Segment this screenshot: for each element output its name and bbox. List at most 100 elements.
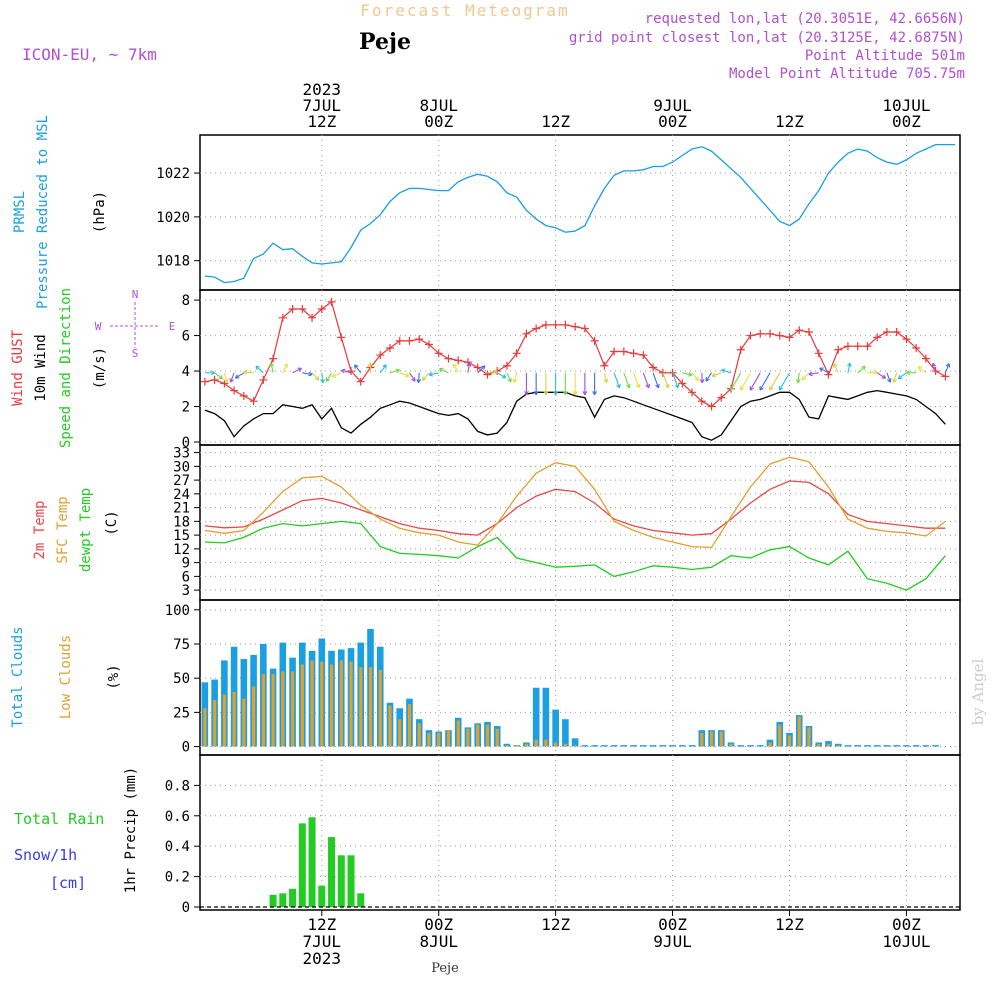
wind-gust-point <box>308 313 317 322</box>
wind-ytick-label: 0 <box>182 435 190 451</box>
rain-bar <box>347 855 355 907</box>
temp-ytick-label: 33 <box>173 446 190 462</box>
temp-ytick-label: 27 <box>173 473 190 489</box>
total-clouds-bar <box>552 709 559 747</box>
total-clouds-bar <box>883 745 891 747</box>
wind-gust-point <box>863 342 872 351</box>
low-clouds-bar <box>388 705 392 747</box>
wind-gust-point <box>921 354 930 363</box>
pressure-ytick-label: 1018 <box>156 254 190 270</box>
top-time-label: 7JUL <box>303 96 342 115</box>
wind-gust-point <box>220 379 229 388</box>
rain-bar <box>308 817 316 907</box>
wind-direction-arrowhead <box>892 378 897 383</box>
wind-gust-point <box>824 370 833 379</box>
wind-direction-arrow <box>341 369 352 374</box>
wind-direction-arrowhead <box>711 372 716 378</box>
top-time-label: 12Z <box>307 112 336 131</box>
wind-direction-arrowhead <box>688 372 693 377</box>
top-time-label: 9JUL <box>653 96 692 115</box>
wind-gust-point <box>873 333 882 342</box>
wind-direction-arrow <box>379 364 387 374</box>
temp-ytick-label: 12 <box>173 542 190 558</box>
wind-direction-arrow <box>857 365 866 374</box>
wind-direction-arrowhead <box>493 369 498 375</box>
wind-direction-arrow <box>893 372 898 383</box>
wind-direction-arrow <box>282 363 288 374</box>
low-clouds-bar <box>281 671 285 747</box>
wind-ytick-label: 4 <box>182 364 190 380</box>
total-clouds-bar <box>864 745 871 747</box>
watermark: by Angel <box>969 658 987 725</box>
low-clouds-bar <box>368 667 373 747</box>
pressure-ytick-label: 1022 <box>156 166 190 182</box>
wind-direction-arrowhead <box>801 376 807 381</box>
low-clouds-label: Low Clouds <box>58 635 74 719</box>
wind-direction-arrowhead <box>655 383 660 389</box>
wind-direction-arrow <box>439 368 449 374</box>
wind-gust-point <box>619 347 628 356</box>
wind-gust-point <box>756 329 765 338</box>
wind-gust-point <box>230 386 239 395</box>
wind-direction-arrowhead <box>917 366 923 371</box>
temp-sfc-label: SFC Temp <box>55 496 71 563</box>
top-time-label: 12Z <box>775 112 804 131</box>
grid-point-coords: grid point closest lon,lat (20.3125E, 42… <box>569 30 965 46</box>
low-clouds-bar <box>213 700 217 747</box>
wind-gust-point <box>434 349 443 358</box>
compass-s: S <box>132 347 139 360</box>
snow-label: Snow/1h <box>14 846 77 864</box>
total-clouds-bar <box>571 738 579 747</box>
wind-direction-arrow <box>801 372 810 381</box>
low-clouds-bar <box>300 664 304 747</box>
wind-direction-arrow <box>243 371 254 374</box>
wind-direction-arrowhead <box>562 391 568 396</box>
wind-gust-point <box>590 336 599 345</box>
wind-gust-point <box>444 354 453 363</box>
total-clouds-bar <box>659 745 667 747</box>
rain-bar <box>279 893 287 907</box>
bottom-time-label: 10JUL <box>882 932 930 951</box>
wind-gust-point <box>649 363 658 372</box>
marks-layer <box>200 143 960 908</box>
rain-bar <box>269 894 277 907</box>
top-time-label: 12Z <box>541 112 570 131</box>
wind-gust-point <box>541 320 550 329</box>
wind-direction-arrowhead <box>635 383 641 389</box>
total-clouds-bar <box>601 745 608 747</box>
wind-gust-point <box>327 297 336 306</box>
total-clouds-bar <box>630 745 637 747</box>
precip-ytick-label: 0.8 <box>165 778 190 794</box>
wind-direction-arrow <box>255 365 264 374</box>
wind-gust-point <box>902 335 911 344</box>
wind-direction-arrow <box>672 372 679 389</box>
bottom-time-label: 12Z <box>541 915 570 934</box>
total-clouds-bar <box>532 687 540 747</box>
low-clouds-bar <box>446 730 451 747</box>
wind-gust-point <box>278 313 287 322</box>
wind-gust-point <box>269 354 278 363</box>
total-clouds-bar <box>922 745 930 747</box>
wind-gust-point <box>502 361 511 370</box>
wind-gust-point <box>746 331 755 340</box>
forecast-title: Forecast Meteogram <box>360 1 569 20</box>
wind-direction-arrowhead <box>645 383 650 389</box>
wind-direction-arrowhead <box>512 378 518 383</box>
bottom-time-label: 2023 <box>303 949 342 968</box>
wind-direction-arrow <box>487 371 498 374</box>
wind-direction-arrowhead <box>297 367 302 372</box>
wind-direction-arrow <box>389 369 400 374</box>
wind-direction-arrowhead <box>945 363 951 368</box>
wind-10m-line <box>204 389 946 441</box>
wind-direction-arrow <box>932 363 937 373</box>
wind-direction-arrow <box>230 372 235 383</box>
top-time-label: 8JUL <box>419 96 458 115</box>
wind-direction-arrowhead <box>572 391 578 396</box>
low-clouds-bar <box>261 674 265 747</box>
wind-gust-point <box>249 397 258 406</box>
temp-ytick-label: 18 <box>173 514 190 530</box>
wind-gust-point <box>473 363 482 372</box>
low-clouds-bar <box>563 743 567 747</box>
rain-bar <box>318 885 326 907</box>
